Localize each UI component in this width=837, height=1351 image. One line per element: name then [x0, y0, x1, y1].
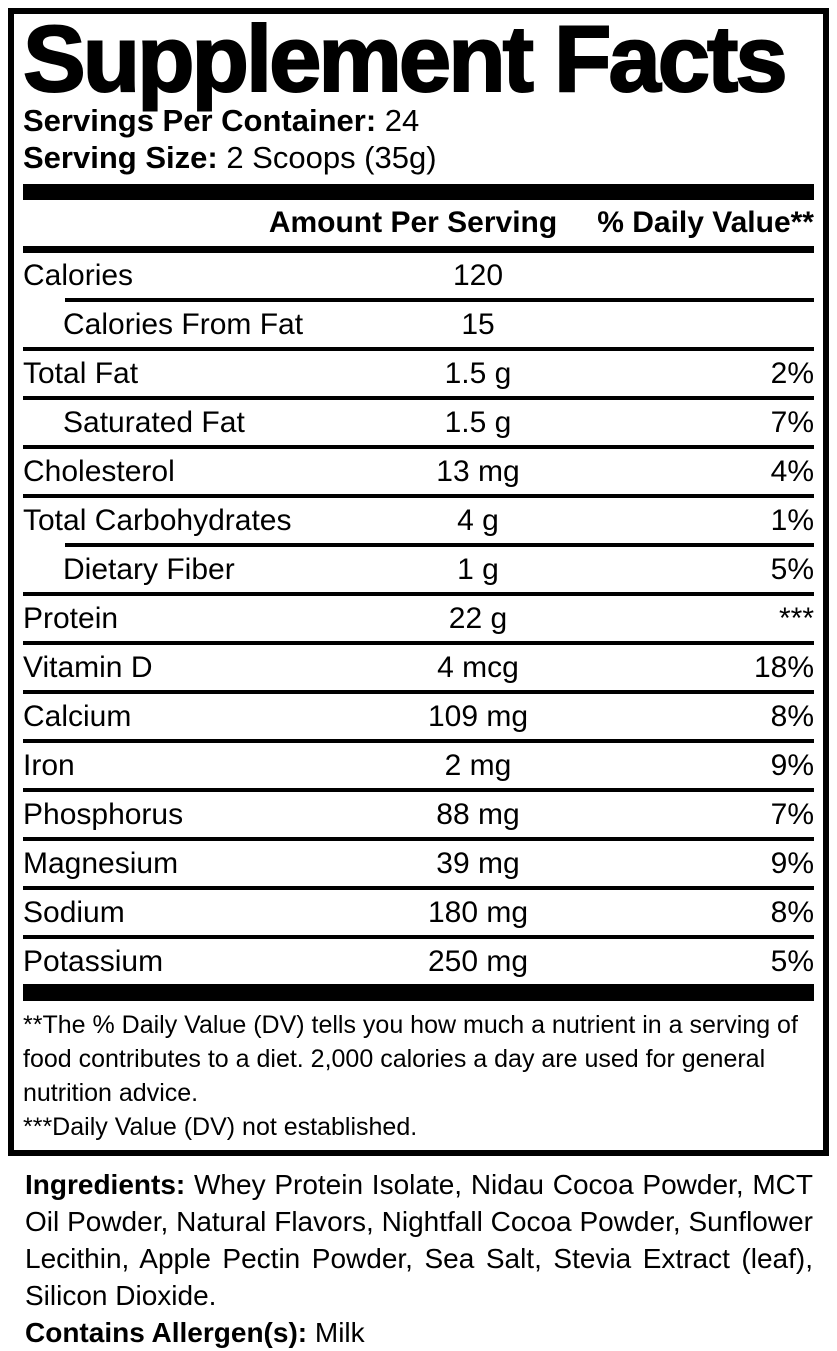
servings-per-container-label: Servings Per Container:	[23, 103, 377, 139]
label-title: Supplement Facts	[22, 6, 789, 111]
row-iron: Iron 2 mg 9%	[23, 743, 814, 788]
allergen-label: Contains Allergen(s):	[25, 1317, 308, 1349]
nutrient-dv: 4%	[770, 454, 814, 488]
serving-size-label: Serving Size:	[23, 140, 218, 176]
nutrient-amount: 120	[452, 258, 504, 292]
nutrient-name: Calories	[23, 258, 134, 292]
row-total-carbohydrates: Total Carbohydrates 4 g 1%	[23, 498, 814, 543]
nutrient-amount: 2 mg	[444, 748, 512, 782]
allergen-value: Milk	[314, 1317, 365, 1349]
row-protein: Protein 22 g ***	[23, 596, 814, 641]
row-separator	[23, 690, 814, 695]
amount-per-serving-header: Amount Per Serving	[268, 206, 558, 240]
servings-per-container-line: Servings Per Container: 24	[23, 102, 814, 139]
row-potassium: Potassium 250 mg 5%	[23, 939, 814, 984]
servings-per-container-value: 24	[384, 103, 420, 139]
nutrient-dv: 18%	[753, 650, 814, 684]
nutrient-name: Dietary Fiber	[63, 552, 235, 586]
nutrient-amount: 13 mg	[436, 454, 520, 488]
row-separator	[65, 298, 814, 303]
row-calories: Calories 120	[23, 253, 814, 298]
nutrient-dv: 7%	[770, 405, 814, 439]
row-separator	[23, 396, 814, 401]
column-header-row: Amount Per Serving % Daily Value**	[23, 200, 814, 246]
row-cholesterol: Cholesterol 13 mg 4%	[23, 449, 814, 494]
ingredients-section: Ingredients: Whey Protein Isolate, Nidau…	[25, 1166, 813, 1351]
nutrient-name: Sodium	[23, 895, 125, 929]
nutrient-amount: 88 mg	[436, 797, 520, 831]
row-separator	[23, 935, 814, 940]
supplement-facts-panel: Supplement Facts Servings Per Container:…	[8, 6, 829, 1157]
row-vitamin-d: Vitamin D 4 mcg 18%	[23, 645, 814, 690]
nutrient-amount: 250 mg	[427, 944, 529, 978]
header-rule	[23, 246, 814, 254]
nutrient-name: Iron	[23, 748, 75, 782]
row-separator	[23, 739, 814, 744]
row-separator	[23, 837, 814, 842]
nutrient-amount: 1.5 g	[444, 405, 512, 439]
nutrient-dv: 8%	[770, 699, 814, 733]
row-separator	[23, 494, 814, 499]
nutrient-amount: 39 mg	[436, 846, 520, 880]
footnote-not-established: ***Daily Value (DV) not established.	[23, 1113, 418, 1142]
row-calories-from-fat: Calories From Fat 15	[23, 302, 814, 347]
nutrient-amount: 22 g	[448, 601, 508, 635]
nutrient-name: Saturated Fat	[63, 405, 245, 439]
nutrient-dv: 8%	[770, 895, 814, 929]
nutrient-dv: 5%	[770, 552, 814, 586]
row-total-fat: Total Fat 1.5 g 2%	[23, 351, 814, 396]
nutrient-amount: 1 g	[457, 552, 499, 586]
nutrient-name: Total Carbohydrates	[23, 503, 292, 537]
nutrient-dv: 2%	[770, 356, 814, 390]
nutrient-name: Cholesterol	[23, 454, 175, 488]
allergen-line: Contains Allergen(s): Milk	[25, 1314, 813, 1351]
row-separator	[65, 543, 814, 548]
nutrient-amount: 4 mcg	[437, 650, 519, 684]
row-phosphorus: Phosphorus 88 mg 7%	[23, 792, 814, 837]
nutrient-name: Total Fat	[23, 356, 139, 390]
row-dietary-fiber: Dietary Fiber 1 g 5%	[23, 547, 814, 592]
nutrient-name: Potassium	[23, 944, 164, 978]
ingredients-label: Ingredients:	[25, 1169, 186, 1201]
row-magnesium: Magnesium 39 mg 9%	[23, 841, 814, 886]
nutrient-amount: 180 mg	[427, 895, 529, 929]
nutrient-amount: 4 g	[457, 503, 499, 537]
row-separator	[23, 886, 814, 891]
nutrient-name: Vitamin D	[23, 650, 153, 684]
nutrient-name: Phosphorus	[23, 797, 184, 831]
bottom-divider-bar	[23, 984, 814, 1002]
row-sodium: Sodium 180 mg 8%	[23, 890, 814, 935]
row-calcium: Calcium 109 mg 8%	[23, 694, 814, 739]
footnote-daily-value: **The % Daily Value (DV) tells you how m…	[23, 1011, 798, 1108]
nutrient-amount: 15	[461, 307, 495, 341]
nutrient-dv: 9%	[770, 748, 814, 782]
nutrient-name: Calcium	[23, 699, 132, 733]
row-separator	[23, 347, 814, 352]
footnotes: **The % Daily Value (DV) tells you how m…	[23, 1008, 814, 1144]
nutrient-name: Magnesium	[23, 846, 179, 880]
top-divider-bar	[23, 184, 814, 201]
row-separator	[23, 445, 814, 450]
nutrient-dv: 7%	[770, 797, 814, 831]
nutrient-amount: 1.5 g	[444, 356, 512, 390]
daily-value-header: % Daily Value**	[597, 206, 814, 240]
nutrient-dv: 5%	[770, 944, 814, 978]
nutrient-dv: 9%	[770, 846, 814, 880]
nutrient-dv: ***	[778, 601, 814, 635]
row-saturated-fat: Saturated Fat 1.5 g 7%	[23, 400, 814, 445]
nutrient-name: Protein	[23, 601, 119, 635]
nutrient-amount: 109 mg	[427, 699, 529, 733]
nutrient-name: Calories From Fat	[63, 307, 304, 341]
row-separator	[23, 641, 814, 646]
serving-size-line: Serving Size: 2 Scoops (35g)	[23, 139, 814, 176]
row-separator	[23, 592, 814, 597]
ingredients-paragraph: Ingredients: Whey Protein Isolate, Nidau…	[25, 1166, 813, 1314]
serving-size-value: 2 Scoops (35g)	[226, 140, 437, 176]
nutrient-dv: 1%	[770, 503, 814, 537]
row-separator	[23, 788, 814, 793]
